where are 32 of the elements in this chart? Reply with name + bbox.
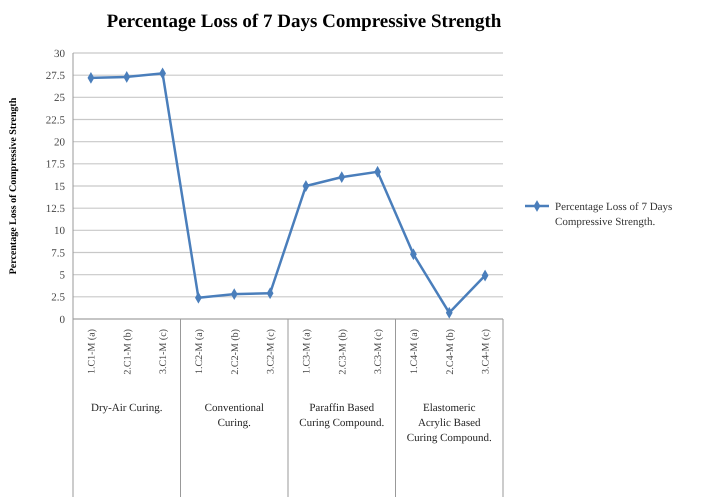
y-axis-title: Percentage Loss of Compressive Strength <box>8 97 19 274</box>
x-tick-label: 1.C4-M (a) <box>408 329 420 374</box>
text: Paraffin Based Curing Compound. <box>299 402 384 429</box>
text: Elastomeric Acrylic Based Curing Compound. <box>406 402 492 444</box>
x-tick-label: 1.C1-M (a) <box>86 329 98 374</box>
x-tick-label: 3.C3-M (c) <box>373 329 384 374</box>
x-tick-label: 2.C1-M (b) <box>122 329 134 375</box>
y-tick-label: 20 <box>54 136 66 149</box>
text: Conventional Curing. <box>204 402 264 429</box>
x-tick-label: 2.C3-M (b) <box>337 329 348 375</box>
x-tick-label: 1.C2-M (a) <box>194 329 205 374</box>
y-tick-label: 17.5 <box>46 158 66 171</box>
y-tick-label: 30 <box>54 48 66 60</box>
chart-title: Percentage Loss of 7 Days Compressive Strength <box>106 11 502 32</box>
x-tick-label: 3.C2-M (c) <box>266 329 277 374</box>
y-tick-label: 10 <box>54 225 66 238</box>
y-tick-label: 25 <box>54 92 66 104</box>
y-tick-label: 2.5 <box>51 292 66 304</box>
y-tick-label: 7.5 <box>51 247 66 260</box>
text: Dry-Air Curing. <box>91 402 163 414</box>
x-tick-label: 3.C4-M (c) <box>480 329 492 374</box>
y-tick-label: 12.5 <box>46 203 66 216</box>
x-tick-label: 3.C1-M (c) <box>158 329 170 374</box>
legend-label: Percentage Loss of 7 Days Compressive Strength. <box>555 200 672 228</box>
y-tick-label: 0 <box>60 314 66 326</box>
x-tick-label: 2.C2-M (b) <box>230 329 241 375</box>
y-tick-label: 15 <box>54 180 66 193</box>
y-tick-label: 22.5 <box>46 114 66 126</box>
x-tick-label: 2.C4-M (b) <box>444 329 456 375</box>
y-tick-label: 27.5 <box>46 70 66 82</box>
x-tick-label: 1.C3-M (a) <box>301 329 312 374</box>
y-tick-label: 5 <box>60 270 66 282</box>
